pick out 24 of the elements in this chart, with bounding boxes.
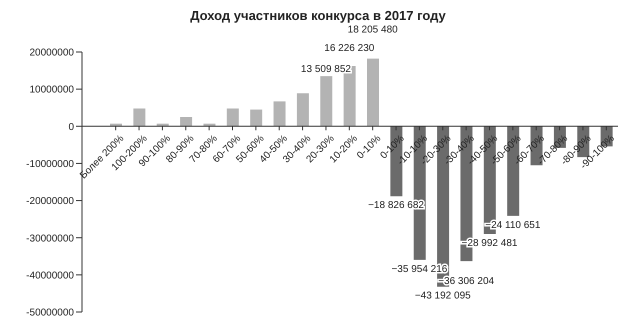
y-tick-label: 0	[68, 122, 74, 133]
y-tick-label: 20000000	[30, 48, 74, 59]
chart-title: Доход участников конкурса в 2017 году	[189, 8, 447, 23]
bar	[156, 124, 169, 126]
y-tick-label: -30000000	[26, 233, 74, 244]
bar	[180, 117, 192, 126]
data-label: −43 192 095	[414, 290, 472, 302]
bar	[296, 93, 309, 126]
bar	[320, 76, 332, 126]
bar	[250, 110, 262, 126]
y-tick-label: -50000000	[26, 308, 74, 319]
y-tick-label: 10000000	[30, 84, 74, 96]
data-label: 18 205 480	[348, 24, 398, 36]
bar	[274, 101, 286, 126]
bar	[226, 108, 239, 126]
bar	[203, 124, 216, 126]
bar	[367, 58, 379, 126]
bar	[110, 124, 122, 126]
bar	[133, 108, 146, 126]
data-label: 13 509 852	[300, 64, 352, 76]
y-tick-label: -20000000	[26, 196, 74, 208]
data-label: 16 226 230	[324, 43, 375, 54]
y-tick-label: -40000000	[26, 270, 74, 282]
y-tick-label: -10000000	[26, 158, 74, 170]
